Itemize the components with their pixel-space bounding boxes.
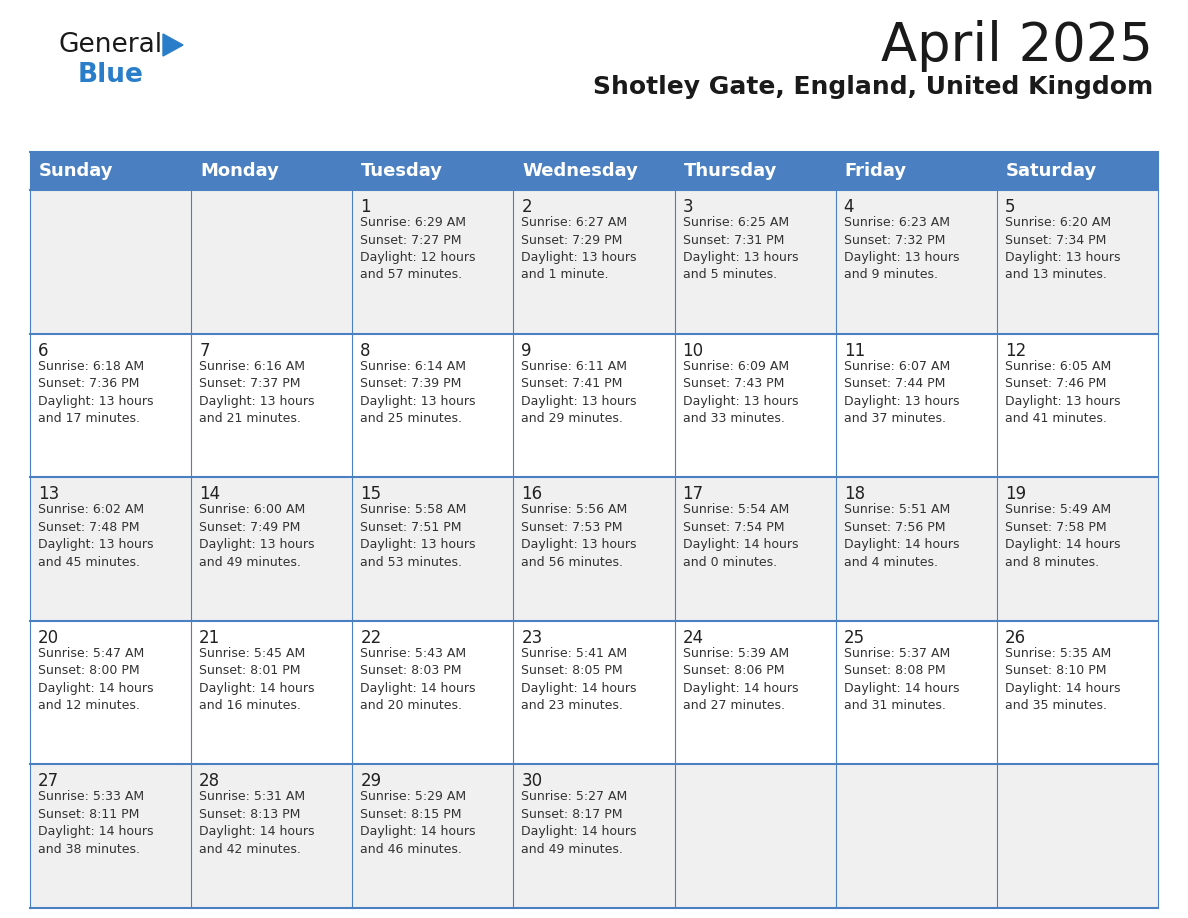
Text: 9: 9	[522, 341, 532, 360]
Text: Sunrise: 5:54 AM
Sunset: 7:54 PM
Daylight: 14 hours
and 0 minutes.: Sunrise: 5:54 AM Sunset: 7:54 PM Dayligh…	[683, 503, 798, 568]
Text: Wednesday: Wednesday	[523, 162, 638, 180]
Bar	[30, 333, 1158, 477]
Text: 20: 20	[38, 629, 59, 647]
Text: Sunrise: 5:43 AM
Sunset: 8:03 PM
Daylight: 14 hours
and 20 minutes.: Sunrise: 5:43 AM Sunset: 8:03 PM Dayligh…	[360, 647, 475, 712]
Text: 8: 8	[360, 341, 371, 360]
Text: 12: 12	[1005, 341, 1026, 360]
Text: Sunrise: 5:35 AM
Sunset: 8:10 PM
Daylight: 14 hours
and 35 minutes.: Sunrise: 5:35 AM Sunset: 8:10 PM Dayligh…	[1005, 647, 1120, 712]
Text: 10: 10	[683, 341, 703, 360]
Text: Shotley Gate, England, United Kingdom: Shotley Gate, England, United Kingdom	[593, 75, 1154, 99]
Bar	[30, 765, 1158, 908]
Text: Blue: Blue	[78, 62, 144, 88]
Text: 17: 17	[683, 486, 703, 503]
Text: April 2025: April 2025	[881, 20, 1154, 72]
Text: Monday: Monday	[200, 162, 279, 180]
Text: Sunrise: 6:05 AM
Sunset: 7:46 PM
Daylight: 13 hours
and 41 minutes.: Sunrise: 6:05 AM Sunset: 7:46 PM Dayligh…	[1005, 360, 1120, 425]
Text: 7: 7	[200, 341, 209, 360]
Bar	[30, 190, 1158, 333]
Text: Sunrise: 6:27 AM
Sunset: 7:29 PM
Daylight: 13 hours
and 1 minute.: Sunrise: 6:27 AM Sunset: 7:29 PM Dayligh…	[522, 216, 637, 282]
Text: 30: 30	[522, 772, 543, 790]
Text: 5: 5	[1005, 198, 1016, 216]
Text: Sunrise: 6:25 AM
Sunset: 7:31 PM
Daylight: 13 hours
and 5 minutes.: Sunrise: 6:25 AM Sunset: 7:31 PM Dayligh…	[683, 216, 798, 282]
Text: 21: 21	[200, 629, 221, 647]
Text: Sunrise: 6:23 AM
Sunset: 7:32 PM
Daylight: 13 hours
and 9 minutes.: Sunrise: 6:23 AM Sunset: 7:32 PM Dayligh…	[843, 216, 959, 282]
Text: Friday: Friday	[845, 162, 906, 180]
Text: Sunrise: 5:33 AM
Sunset: 8:11 PM
Daylight: 14 hours
and 38 minutes.: Sunrise: 5:33 AM Sunset: 8:11 PM Dayligh…	[38, 790, 153, 856]
Text: Sunday: Sunday	[39, 162, 114, 180]
Text: 28: 28	[200, 772, 220, 790]
Text: Sunrise: 5:41 AM
Sunset: 8:05 PM
Daylight: 14 hours
and 23 minutes.: Sunrise: 5:41 AM Sunset: 8:05 PM Dayligh…	[522, 647, 637, 712]
Text: Sunrise: 5:51 AM
Sunset: 7:56 PM
Daylight: 14 hours
and 4 minutes.: Sunrise: 5:51 AM Sunset: 7:56 PM Dayligh…	[843, 503, 959, 568]
Text: 26: 26	[1005, 629, 1026, 647]
Text: Sunrise: 6:07 AM
Sunset: 7:44 PM
Daylight: 13 hours
and 37 minutes.: Sunrise: 6:07 AM Sunset: 7:44 PM Dayligh…	[843, 360, 959, 425]
Bar	[30, 152, 1158, 190]
Text: 19: 19	[1005, 486, 1026, 503]
Text: 24: 24	[683, 629, 703, 647]
Text: 11: 11	[843, 341, 865, 360]
Text: 23: 23	[522, 629, 543, 647]
Text: Tuesday: Tuesday	[361, 162, 443, 180]
Text: Sunrise: 5:56 AM
Sunset: 7:53 PM
Daylight: 13 hours
and 56 minutes.: Sunrise: 5:56 AM Sunset: 7:53 PM Dayligh…	[522, 503, 637, 568]
Text: Sunrise: 6:11 AM
Sunset: 7:41 PM
Daylight: 13 hours
and 29 minutes.: Sunrise: 6:11 AM Sunset: 7:41 PM Dayligh…	[522, 360, 637, 425]
Text: 16: 16	[522, 486, 543, 503]
Text: Saturday: Saturday	[1006, 162, 1097, 180]
Text: Sunrise: 6:20 AM
Sunset: 7:34 PM
Daylight: 13 hours
and 13 minutes.: Sunrise: 6:20 AM Sunset: 7:34 PM Dayligh…	[1005, 216, 1120, 282]
Text: 25: 25	[843, 629, 865, 647]
Text: 27: 27	[38, 772, 59, 790]
Text: Thursday: Thursday	[683, 162, 777, 180]
Text: 15: 15	[360, 486, 381, 503]
Text: Sunrise: 6:02 AM
Sunset: 7:48 PM
Daylight: 13 hours
and 45 minutes.: Sunrise: 6:02 AM Sunset: 7:48 PM Dayligh…	[38, 503, 153, 568]
Text: 6: 6	[38, 341, 49, 360]
Text: Sunrise: 6:09 AM
Sunset: 7:43 PM
Daylight: 13 hours
and 33 minutes.: Sunrise: 6:09 AM Sunset: 7:43 PM Dayligh…	[683, 360, 798, 425]
Text: 4: 4	[843, 198, 854, 216]
Text: Sunrise: 5:49 AM
Sunset: 7:58 PM
Daylight: 14 hours
and 8 minutes.: Sunrise: 5:49 AM Sunset: 7:58 PM Dayligh…	[1005, 503, 1120, 568]
Text: Sunrise: 6:14 AM
Sunset: 7:39 PM
Daylight: 13 hours
and 25 minutes.: Sunrise: 6:14 AM Sunset: 7:39 PM Dayligh…	[360, 360, 475, 425]
Text: 22: 22	[360, 629, 381, 647]
Text: 18: 18	[843, 486, 865, 503]
Text: Sunrise: 6:16 AM
Sunset: 7:37 PM
Daylight: 13 hours
and 21 minutes.: Sunrise: 6:16 AM Sunset: 7:37 PM Dayligh…	[200, 360, 315, 425]
Text: Sunrise: 5:39 AM
Sunset: 8:06 PM
Daylight: 14 hours
and 27 minutes.: Sunrise: 5:39 AM Sunset: 8:06 PM Dayligh…	[683, 647, 798, 712]
Text: Sunrise: 5:47 AM
Sunset: 8:00 PM
Daylight: 14 hours
and 12 minutes.: Sunrise: 5:47 AM Sunset: 8:00 PM Dayligh…	[38, 647, 153, 712]
Polygon shape	[163, 34, 183, 56]
Text: Sunrise: 5:29 AM
Sunset: 8:15 PM
Daylight: 14 hours
and 46 minutes.: Sunrise: 5:29 AM Sunset: 8:15 PM Dayligh…	[360, 790, 475, 856]
Text: 3: 3	[683, 198, 693, 216]
Bar	[30, 477, 1158, 621]
Text: 29: 29	[360, 772, 381, 790]
Bar	[30, 621, 1158, 765]
Text: Sunrise: 6:00 AM
Sunset: 7:49 PM
Daylight: 13 hours
and 49 minutes.: Sunrise: 6:00 AM Sunset: 7:49 PM Dayligh…	[200, 503, 315, 568]
Text: Sunrise: 6:18 AM
Sunset: 7:36 PM
Daylight: 13 hours
and 17 minutes.: Sunrise: 6:18 AM Sunset: 7:36 PM Dayligh…	[38, 360, 153, 425]
Text: General: General	[58, 32, 162, 58]
Text: Sunrise: 5:45 AM
Sunset: 8:01 PM
Daylight: 14 hours
and 16 minutes.: Sunrise: 5:45 AM Sunset: 8:01 PM Dayligh…	[200, 647, 315, 712]
Text: Sunrise: 5:27 AM
Sunset: 8:17 PM
Daylight: 14 hours
and 49 minutes.: Sunrise: 5:27 AM Sunset: 8:17 PM Dayligh…	[522, 790, 637, 856]
Text: 1: 1	[360, 198, 371, 216]
Text: 2: 2	[522, 198, 532, 216]
Text: Sunrise: 5:37 AM
Sunset: 8:08 PM
Daylight: 14 hours
and 31 minutes.: Sunrise: 5:37 AM Sunset: 8:08 PM Dayligh…	[843, 647, 959, 712]
Text: 13: 13	[38, 486, 59, 503]
Text: 14: 14	[200, 486, 220, 503]
Text: Sunrise: 6:29 AM
Sunset: 7:27 PM
Daylight: 12 hours
and 57 minutes.: Sunrise: 6:29 AM Sunset: 7:27 PM Dayligh…	[360, 216, 475, 282]
Text: Sunrise: 5:58 AM
Sunset: 7:51 PM
Daylight: 13 hours
and 53 minutes.: Sunrise: 5:58 AM Sunset: 7:51 PM Dayligh…	[360, 503, 475, 568]
Text: Sunrise: 5:31 AM
Sunset: 8:13 PM
Daylight: 14 hours
and 42 minutes.: Sunrise: 5:31 AM Sunset: 8:13 PM Dayligh…	[200, 790, 315, 856]
